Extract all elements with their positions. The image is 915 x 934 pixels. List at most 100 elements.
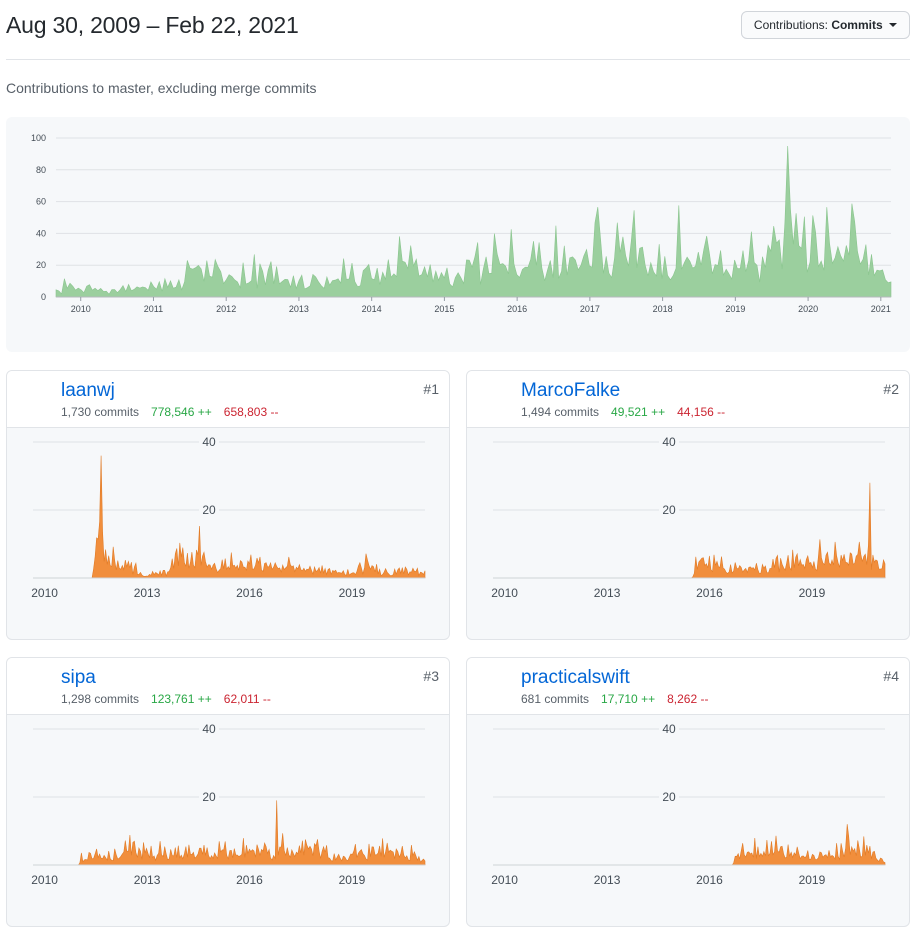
y-tick-label-bg — [659, 503, 679, 516]
y-tick-label: 40 — [662, 722, 676, 736]
avatar[interactable] — [475, 380, 513, 418]
main-contributions-chart: 0 20 40 60 80 100 2010 2011 2012 2013 2014 2015 2016… — [6, 117, 910, 352]
x-tick-label: 2019 — [339, 873, 366, 887]
contributor-stats: 1,298 commits 123,761 ++ 62,011 -- — [61, 692, 271, 706]
x-tick-label: 2013 — [289, 304, 309, 314]
x-tick-label: 2014 — [362, 304, 382, 314]
contributor-chart: 20 40 2010 2013 2016 2019 — [491, 435, 886, 600]
x-tick-label: 2013 — [134, 586, 161, 600]
card-header: MarcoFalke 1,494 commits 49,521 ++ 44,156 … — [467, 371, 909, 428]
header: Aug 30, 2009 – Feb 22, 2021 Contribution… — [6, 0, 910, 60]
series-area — [55, 145, 892, 298]
x-tick-label: 2016 — [696, 586, 723, 600]
x-tick-label: 2019 — [799, 873, 826, 887]
main-chart-svg: 0 20 40 60 80 100 2010 2011 2012 2013 2014 2015 2016… — [31, 133, 892, 314]
contributor-rank: #2 — [883, 381, 899, 397]
y-tick-label: 0 — [41, 292, 46, 302]
series-area — [493, 824, 886, 866]
y-tick-label-bg — [659, 722, 679, 735]
x-tick-label: 2020 — [798, 304, 818, 314]
y-tick-label: 20 — [36, 260, 46, 270]
dropdown-selected-value: Commits — [831, 18, 883, 32]
y-tick-label: 20 — [202, 503, 216, 517]
y-tick-label: 40 — [662, 435, 676, 449]
date-range-title: Aug 30, 2009 – Feb 22, 2021 — [6, 12, 299, 38]
contributor-chart: 20 40 2010 2013 2016 2019 — [31, 722, 426, 887]
x-tick-label: 2016 — [236, 586, 263, 600]
contributor-name-link[interactable]: sipa — [61, 667, 96, 688]
y-tick-label-bg — [199, 503, 219, 516]
y-tick-label-bg — [659, 790, 679, 803]
contributor-card-4: practicalswift practicalswift 681 commit… — [466, 657, 910, 927]
x-tick-label: 2019 — [799, 586, 826, 600]
card-header: laanwj 1,730 commits 778,546 ++ 658,803 --… — [7, 371, 449, 428]
contributor-card-2: MarcoFalke 1,494 commits 49,521 ++ 44,156 … — [466, 370, 910, 640]
x-tick-label: 2017 — [580, 304, 600, 314]
x-tick-label: 2010 — [31, 873, 58, 887]
additions-count: 123,761 ++ — [151, 692, 212, 706]
x-tick-label: 2019 — [725, 304, 745, 314]
y-tick-label: 80 — [36, 165, 46, 175]
contributor-card-3: sipa 1,298 commits 123,761 ++ 62,011 -- #3… — [6, 657, 450, 927]
contributor-name-link[interactable]: laanwj — [61, 380, 115, 401]
contributor-chart: 20 40 2010 2013 2016 2019 — [491, 722, 886, 887]
x-tick-label: 2015 — [434, 304, 454, 314]
deletions-count: 8,262 -- — [667, 692, 709, 706]
x-tick-label: 2016 — [696, 873, 723, 887]
commit-count: 1,730 commits — [61, 405, 140, 419]
y-tick-label: 20 — [662, 503, 676, 517]
y-tick-label: 40 — [202, 722, 216, 736]
x-tick-label: 2013 — [134, 873, 161, 887]
deletions-count: 44,156 -- — [677, 405, 726, 419]
y-tick-label: 20 — [202, 790, 216, 804]
avatar[interactable]: practicalswift — [475, 667, 513, 705]
dropdown-prefix: Contributions: — [753, 18, 828, 32]
x-tick-label: 2019 — [339, 586, 366, 600]
y-tick-label-bg — [659, 435, 679, 448]
x-tick-label: 2010 — [491, 873, 518, 887]
series-area — [493, 482, 886, 579]
contributor-name-link[interactable]: practicalswift — [521, 667, 630, 688]
x-tick-label: 2013 — [594, 586, 621, 600]
x-tick-label: 2013 — [594, 873, 621, 887]
additions-count: 778,546 ++ — [151, 405, 212, 419]
additions-count: 17,710 ++ — [601, 692, 656, 706]
contributor-rank: #1 — [423, 381, 439, 397]
x-tick-label: 2021 — [871, 304, 891, 314]
card-header: sipa 1,298 commits 123,761 ++ 62,011 -- #3 — [7, 658, 449, 715]
deletions-count: 62,011 -- — [223, 692, 271, 706]
contributor-stats: 681 commits 17,710 ++ 8,262 -- — [521, 692, 708, 706]
avatar[interactable] — [15, 380, 53, 418]
y-tick-label-bg — [199, 722, 219, 735]
card-header: practicalswift practicalswift 681 commit… — [467, 658, 909, 715]
series-area — [33, 800, 426, 866]
series-area — [33, 455, 426, 579]
commit-count: 681 commits — [521, 692, 590, 706]
x-tick-label: 2010 — [491, 586, 518, 600]
contributor-rank: #4 — [883, 668, 899, 684]
y-tick-label-bg — [199, 790, 219, 803]
contributor-stats: 1,494 commits 49,521 ++ 44,156 -- — [521, 405, 725, 419]
x-tick-label: 2010 — [31, 586, 58, 600]
y-tick-label-bg — [199, 435, 219, 448]
x-tick-label: 2016 — [236, 873, 263, 887]
x-tick-label: 2011 — [144, 304, 163, 314]
contributor-card-1: laanwj 1,730 commits 778,546 ++ 658,803 --… — [6, 370, 450, 640]
x-tick-label: 2018 — [653, 304, 673, 314]
x-tick-label: 2010 — [71, 304, 91, 314]
commit-count: 1,494 commits — [521, 405, 600, 419]
contributions-type-dropdown[interactable]: Contributions: Commits — [740, 11, 910, 39]
contributor-name-link[interactable]: MarcoFalke — [521, 380, 621, 401]
y-tick-label: 60 — [36, 197, 46, 207]
x-tick-label: 2016 — [507, 304, 527, 314]
contributor-stats: 1,730 commits 778,546 ++ 658,803 -- — [61, 405, 278, 419]
y-tick-label: 40 — [36, 228, 46, 238]
chart-subtitle: Contributions to master, excluding merge… — [6, 80, 317, 96]
avatar[interactable] — [15, 667, 53, 705]
contributor-chart: 20 40 2010 2013 2016 2019 — [31, 435, 426, 600]
deletions-count: 658,803 -- — [223, 405, 279, 419]
commit-count: 1,298 commits — [61, 692, 140, 706]
x-tick-label: 2012 — [216, 304, 236, 314]
y-tick-label: 20 — [662, 790, 676, 804]
contributor-rank: #3 — [423, 668, 439, 684]
